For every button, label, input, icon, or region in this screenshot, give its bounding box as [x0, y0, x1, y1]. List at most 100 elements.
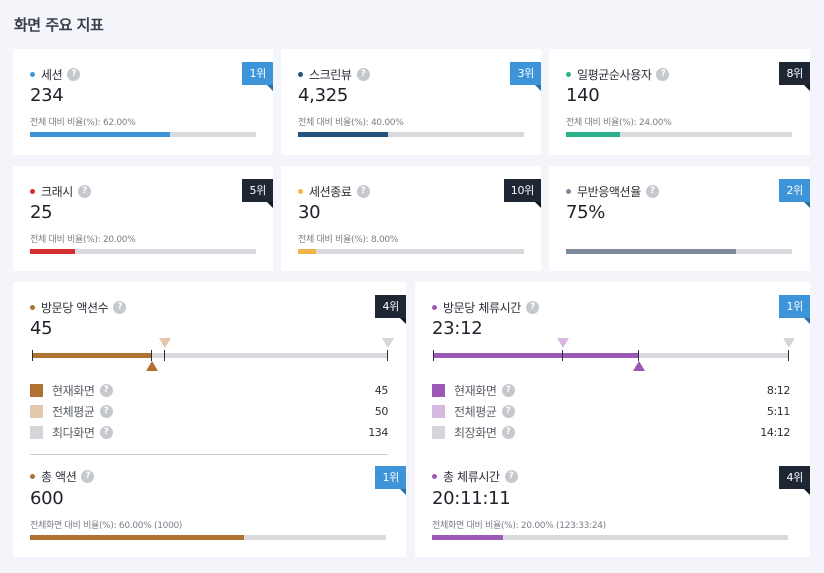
metric-label-text: 총 액션	[41, 470, 77, 484]
help-icon[interactable]: ?	[77, 185, 91, 198]
metric-label-text: 총 체류시간	[443, 470, 500, 484]
rank-badge: 5위	[242, 179, 273, 208]
dwell-time-panel: 방문당 체류시간 ? 23:12 1위 현재화면 ? 8:12 전체평균 ? 5…	[415, 282, 810, 557]
metric-ratio-fill	[298, 249, 317, 254]
metric-ratio-text: 전체 대비 비율(%): 24.00%	[566, 118, 672, 128]
track-start-tick	[433, 350, 434, 361]
help-icon[interactable]: ?	[67, 68, 81, 81]
metric-ratio-bar	[30, 535, 386, 540]
series-dot	[30, 305, 35, 310]
metric-ratio-text: 전체 대비 비율(%): 8.00%	[298, 235, 399, 245]
max-tick	[788, 350, 789, 361]
help-icon[interactable]: ?	[525, 301, 539, 314]
metric-ratio-text: 전체 대비 비율(%): 40.00%	[298, 118, 404, 128]
current-fill	[433, 353, 639, 358]
metric-card-sessions: 세션 ? 234 전체 대비 비율(%): 62.00% 1위	[13, 49, 273, 155]
legend-item-longest: 최장화면 ? 14:12	[432, 422, 790, 443]
current-marker	[145, 361, 158, 371]
metric-ratio-fill	[30, 535, 244, 540]
help-icon[interactable]: ?	[501, 405, 515, 418]
average-marker	[556, 338, 569, 348]
metric-label: 무반응액션율 ?	[566, 183, 659, 200]
section-divider	[30, 454, 388, 455]
metric-label: 세션 ?	[30, 66, 81, 83]
metric-card-session-exits: 세션종료 ? 30 전체 대비 비율(%): 8.00% 10위	[281, 166, 542, 271]
series-dot	[30, 474, 35, 479]
series-dot	[566, 72, 571, 77]
help-icon[interactable]: ?	[99, 384, 113, 397]
metric-label: 일평균순사용자 ?	[566, 66, 670, 83]
metric-label-text: 방문당 액션수	[41, 301, 109, 315]
comparison-track	[433, 338, 795, 371]
metric-ratio-fill	[566, 249, 736, 254]
metric-ratio-fill	[432, 535, 504, 540]
help-icon[interactable]: ?	[81, 470, 95, 483]
help-icon[interactable]: ?	[356, 185, 370, 198]
metric-ratio-fill	[30, 249, 76, 254]
legend-label: 전체평균	[454, 405, 497, 419]
metric-ratio-bar	[298, 132, 524, 137]
metric-ratio-bar	[566, 249, 792, 254]
metric-value: 75%	[566, 202, 606, 223]
legend-value: 8:12	[766, 384, 791, 397]
legend-swatch	[30, 426, 43, 439]
metric-ratio-bar	[432, 535, 788, 540]
legend-value: 50	[374, 405, 389, 418]
metric-value: 45	[30, 318, 53, 339]
metric-card-dead-action-rate: 무반응액션율 ? 75% 2위	[549, 166, 810, 271]
help-icon[interactable]: ?	[645, 185, 659, 198]
metric-ratio-text: 전체화면 대비 비율(%): 20.00% (123:33:24)	[432, 521, 606, 531]
help-icon[interactable]: ?	[504, 470, 518, 483]
average-marker	[158, 338, 171, 348]
metric-label-text: 방문당 체류시간	[443, 301, 521, 315]
metric-card-screenviews: 스크린뷰 ? 4,325 전체 대비 비율(%): 40.00% 3위	[281, 49, 541, 155]
series-dot	[298, 72, 303, 77]
metric-value: 140	[566, 85, 600, 106]
current-fill	[32, 353, 152, 358]
metric-label-text: 무반응액션율	[577, 185, 641, 199]
rank-badge: 1위	[375, 466, 406, 495]
rank-badge: 1위	[242, 62, 273, 91]
actions-panel: 방문당 액션수 ? 45 4위 현재화면 ? 45 전체평균 ? 50 최다화면…	[13, 282, 406, 557]
metric-ratio-fill	[298, 132, 389, 137]
help-icon[interactable]: ?	[356, 68, 370, 81]
metric-label: 세션종료 ?	[298, 183, 370, 200]
legend-label: 현재화면	[52, 384, 95, 398]
rank-badge: 4위	[779, 466, 810, 495]
rank-badge: 4위	[375, 295, 406, 324]
series-dot	[298, 189, 303, 194]
series-dot	[566, 189, 571, 194]
metric-value: 23:12	[432, 318, 483, 339]
legend-label: 전체평균	[52, 405, 95, 419]
metric-value: 20:11:11	[432, 488, 511, 509]
rank-badge: 8위	[779, 62, 810, 91]
metric-card-daily-unique-users: 일평균순사용자 ? 140 전체 대비 비율(%): 24.00% 8위	[549, 49, 810, 155]
track-start-tick	[32, 350, 33, 361]
metric-label: 크래시 ?	[30, 183, 91, 200]
rank-badge: 2위	[779, 179, 810, 208]
help-icon[interactable]: ?	[656, 68, 670, 81]
rank-badge: 10위	[503, 179, 542, 208]
metric-ratio-bar	[30, 249, 256, 254]
rank-badge: 3위	[510, 62, 541, 91]
metric-label-text: 스크린뷰	[309, 68, 352, 82]
metric-card-crashes: 크래시 ? 25 전체 대비 비율(%): 20.00% 5위	[13, 166, 273, 271]
legend-label: 최다화면	[52, 426, 95, 440]
legend-item-average: 전체평균 ? 50	[30, 401, 388, 422]
series-dot	[432, 305, 437, 310]
help-icon[interactable]: ?	[501, 426, 515, 439]
metric-value: 4,325	[298, 85, 349, 106]
legend-value: 14:12	[760, 426, 790, 439]
legend-swatch	[30, 384, 43, 397]
help-icon[interactable]: ?	[99, 426, 113, 439]
help-icon[interactable]: ?	[113, 301, 127, 314]
metric-value: 234	[30, 85, 64, 106]
page-title: 화면 주요 지표	[14, 16, 104, 34]
series-dot	[30, 189, 35, 194]
help-icon[interactable]: ?	[501, 384, 515, 397]
metric-label-text: 일평균순사용자	[577, 68, 652, 82]
comparison-legend: 현재화면 ? 45 전체평균 ? 50 최다화면 ? 134	[30, 380, 388, 443]
help-icon[interactable]: ?	[99, 405, 113, 418]
metric-ratio-text: 전체화면 대비 비율(%): 60.00% (1000)	[30, 521, 183, 531]
metric-ratio-bar	[30, 132, 256, 137]
